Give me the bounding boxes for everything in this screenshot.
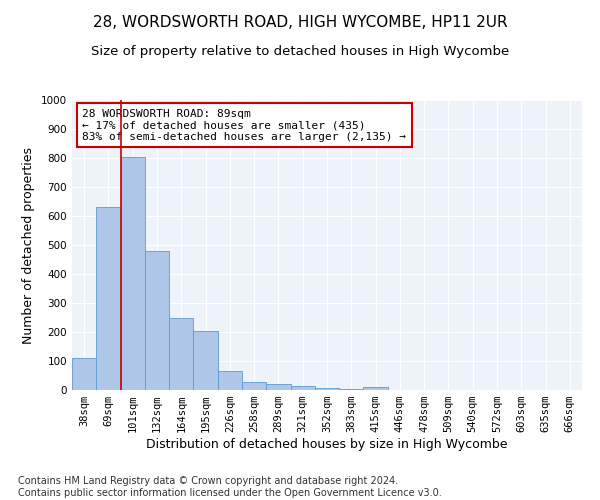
Text: 28, WORDSWORTH ROAD, HIGH WYCOMBE, HP11 2UR: 28, WORDSWORTH ROAD, HIGH WYCOMBE, HP11 … [92,15,508,30]
Bar [339,388,364,390]
Bar [72,358,96,390]
Bar [290,386,315,390]
Bar [193,330,218,390]
Bar [315,388,339,390]
Bar [364,387,388,390]
Bar [169,318,193,390]
Bar [145,251,169,390]
Bar [96,208,121,390]
X-axis label: Distribution of detached houses by size in High Wycombe: Distribution of detached houses by size … [146,438,508,451]
Y-axis label: Number of detached properties: Number of detached properties [22,146,35,344]
Bar [266,384,290,390]
Bar [121,156,145,390]
Bar [218,371,242,390]
Text: Size of property relative to detached houses in High Wycombe: Size of property relative to detached ho… [91,45,509,58]
Text: 28 WORDSWORTH ROAD: 89sqm
← 17% of detached houses are smaller (435)
83% of semi: 28 WORDSWORTH ROAD: 89sqm ← 17% of detac… [82,108,406,142]
Text: Contains HM Land Registry data © Crown copyright and database right 2024.
Contai: Contains HM Land Registry data © Crown c… [18,476,442,498]
Bar [242,382,266,390]
